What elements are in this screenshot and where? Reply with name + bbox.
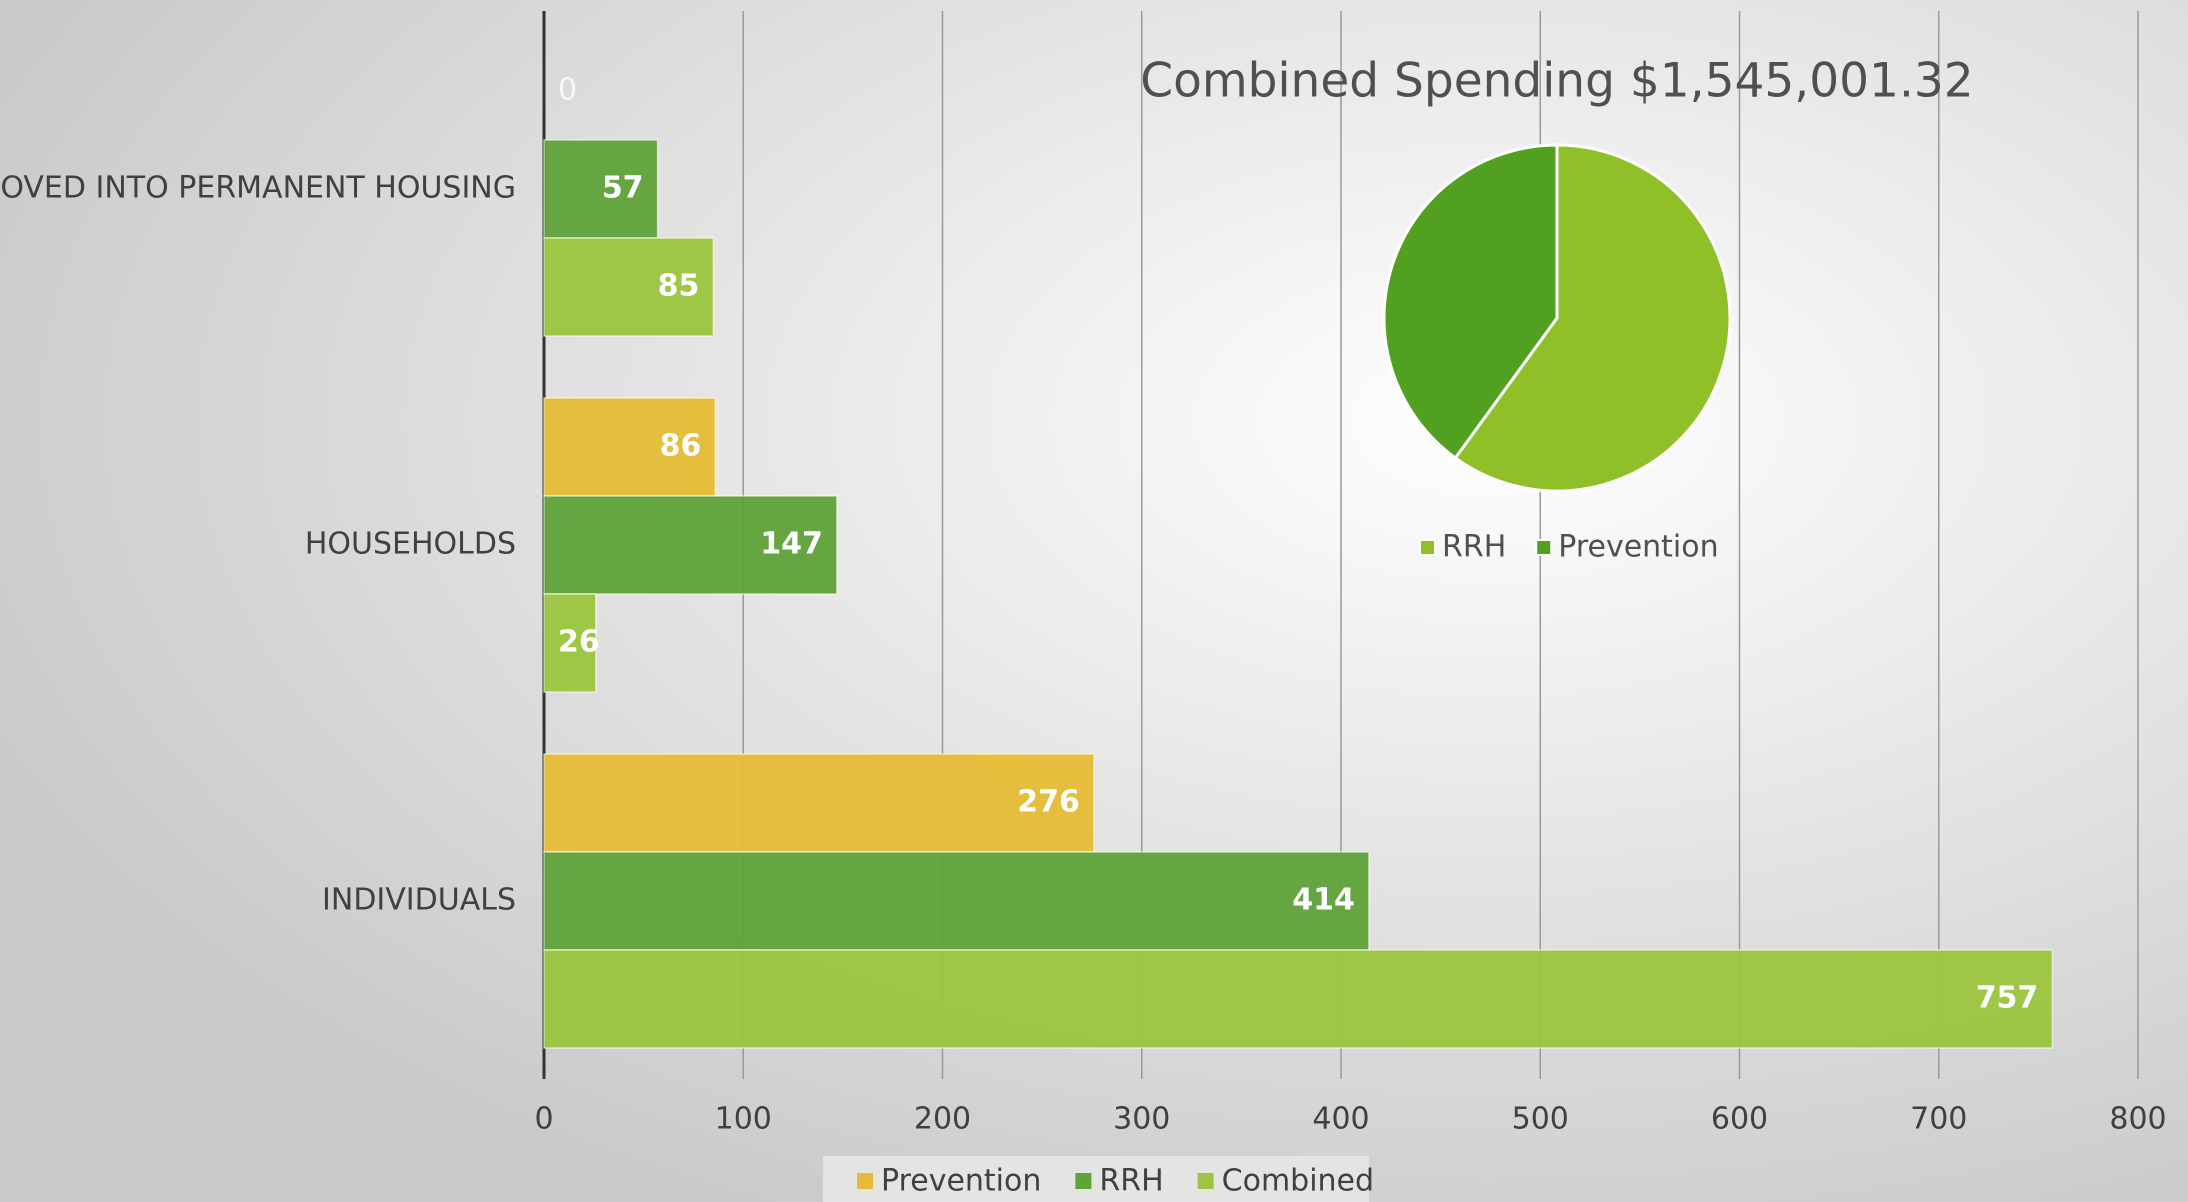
- x-tick-label: 700: [1910, 1102, 1967, 1137]
- bar: [543, 593, 597, 693]
- y-tick-label: MOVED INTO PERMANENT HOUSING: [0, 171, 516, 206]
- x-tick-label: 500: [1512, 1102, 1569, 1137]
- legend-label: RRH: [1099, 1164, 1163, 1199]
- data-label: 276: [1017, 785, 1080, 820]
- x-tick-label: 400: [1312, 1102, 1369, 1137]
- x-tick-label: 100: [715, 1102, 772, 1137]
- legend-swatch: [1197, 1173, 1214, 1189]
- legend-box: [823, 1156, 1369, 1202]
- bar: [543, 753, 1095, 853]
- data-label: 86: [660, 429, 702, 464]
- x-tick-label: 0: [534, 1102, 553, 1137]
- bar: [543, 495, 838, 595]
- bar: [543, 237, 715, 337]
- bar: [543, 851, 1370, 951]
- legend-swatch: [1535, 539, 1553, 556]
- legend-swatch: [1419, 539, 1436, 556]
- data-label: 26: [558, 625, 600, 660]
- legend-label: RRH: [1442, 530, 1506, 565]
- data-label: 57: [602, 171, 644, 206]
- pie-slice: [1382, 143, 1559, 461]
- x-tick-label: 300: [1113, 1102, 1170, 1137]
- x-tick-label: 800: [2109, 1102, 2166, 1137]
- x-tick-label: 200: [914, 1102, 971, 1137]
- x-tick-label: 600: [1711, 1102, 1768, 1137]
- y-tick-label: HOUSEHOLDS: [305, 527, 516, 562]
- legend-swatch: [1075, 1173, 1092, 1189]
- legend-label: Prevention: [881, 1164, 1041, 1199]
- data-label: 147: [760, 527, 823, 562]
- legend-swatch: [857, 1173, 873, 1189]
- y-tick-label: INDIVIDUALS: [322, 883, 516, 918]
- legend-label: Prevention: [1558, 530, 1718, 565]
- chart-title: Combined Spending $1,545,001.32: [1140, 54, 1973, 109]
- bar: [543, 949, 2054, 1049]
- pie-slice: [1453, 143, 1732, 493]
- data-label: 85: [658, 269, 700, 304]
- data-label: 414: [1292, 883, 1355, 918]
- data-label: 0: [558, 73, 577, 108]
- legend-label: Combined: [1222, 1164, 1374, 1199]
- data-label: 757: [1976, 981, 2039, 1016]
